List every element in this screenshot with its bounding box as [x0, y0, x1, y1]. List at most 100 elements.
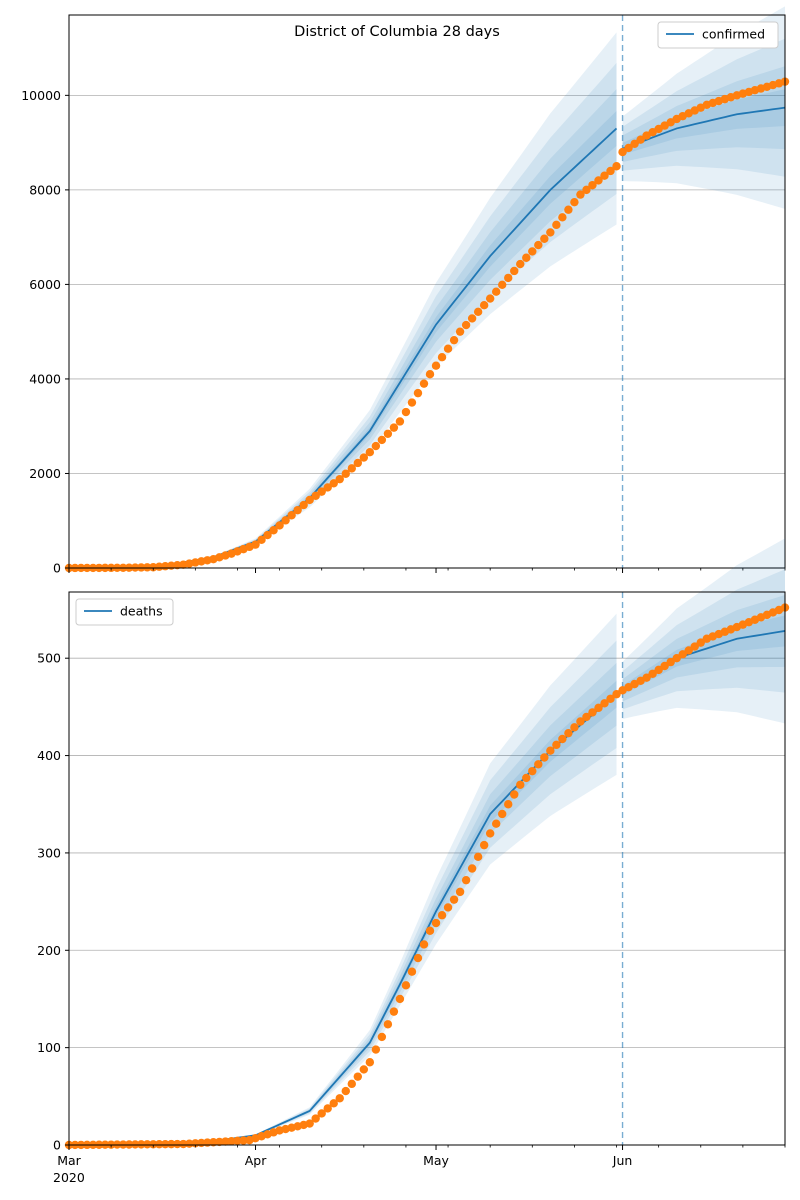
observed-point: [467, 314, 477, 323]
observed-point: [504, 800, 513, 809]
observed-point: [215, 1137, 224, 1147]
deaths-x-ticks: [68, 1145, 786, 1150]
x-axis-labels: Mar Apr May Jun 2020: [53, 1153, 632, 1185]
observed-point: [365, 448, 375, 457]
observed-point: [510, 266, 519, 276]
observed-point: [479, 840, 489, 850]
observed-point: [528, 247, 537, 256]
observed-point: [407, 967, 417, 976]
deaths-observed-points: [64, 603, 790, 1150]
x-tick-label: Jun: [612, 1153, 633, 1168]
observed-point: [353, 1072, 363, 1081]
figure-title: District of Columbia 28 days: [294, 24, 500, 40]
uncertainty-band: [69, 32, 617, 569]
observed-point: [461, 320, 471, 330]
observed-point: [155, 1140, 164, 1149]
observed-point: [594, 703, 603, 713]
y-tick-label: 300: [37, 845, 61, 860]
observed-point: [485, 294, 495, 303]
observed-point: [606, 694, 615, 703]
observed-point: [329, 479, 338, 488]
confirmed-panel: 0 2000 4000 6000 8000 10000 District of Colum…: [21, 6, 790, 576]
observed-point: [371, 441, 381, 451]
observed-point: [449, 895, 459, 904]
observed-point: [546, 746, 555, 755]
observed-point: [419, 940, 429, 949]
observed-point: [672, 654, 681, 663]
observed-point: [275, 521, 284, 530]
confirmed-observed-points: [64, 77, 790, 573]
observed-point: [558, 213, 567, 222]
observed-point: [227, 1136, 236, 1146]
observed-point: [606, 166, 615, 176]
observed-point: [425, 926, 435, 936]
observed-point: [311, 1114, 320, 1123]
observed-point: [359, 1065, 369, 1074]
deaths-uncertainty-bands: [69, 538, 785, 1145]
confirmed-y-ticks: 0 2000 4000 6000 8000 10000: [21, 88, 69, 576]
observed-point: [137, 563, 146, 572]
observed-point: [684, 646, 693, 655]
y-tick-label: 0: [53, 561, 61, 576]
observed-point: [594, 176, 603, 185]
deaths-axes-frame: [68, 591, 786, 1146]
deaths-y-ticks: 0 100 200 300 400 500: [37, 651, 69, 1153]
observed-point: [540, 234, 549, 243]
observed-point: [522, 253, 531, 262]
observed-point: [642, 673, 651, 682]
observed-point: [395, 417, 405, 426]
observed-point: [516, 259, 525, 269]
observed-point: [624, 143, 633, 153]
observed-point: [437, 911, 447, 920]
observed-point: [365, 1058, 375, 1067]
observed-point: [582, 185, 591, 195]
observed-point: [612, 690, 621, 699]
observed-point: [449, 335, 459, 345]
observed-point: [467, 864, 477, 873]
observed-point: [167, 1139, 176, 1149]
observed-point: [498, 809, 507, 819]
observed-point: [491, 287, 501, 296]
observed-point: [666, 657, 675, 667]
observed-point: [239, 1136, 248, 1145]
x-year-label: 2020: [53, 1170, 85, 1185]
observed-point: [347, 464, 356, 473]
observed-point: [383, 429, 393, 438]
y-tick-label: 6000: [29, 277, 61, 292]
observed-point: [600, 699, 609, 708]
observed-point: [504, 273, 513, 283]
observed-point: [510, 790, 519, 799]
observed-point: [130, 1140, 140, 1149]
observed-point: [552, 220, 561, 230]
observed-point: [347, 1079, 356, 1089]
observed-point: [660, 661, 669, 671]
model-median-line: [622, 106, 786, 150]
observed-point: [690, 642, 699, 651]
observed-point: [546, 228, 555, 237]
observed-point: [431, 361, 441, 370]
y-tick-label: 500: [37, 651, 61, 666]
observed-point: [528, 766, 537, 776]
x-tick-label: Apr: [245, 1153, 267, 1168]
y-tick-label: 0: [53, 1138, 61, 1153]
observed-point: [534, 760, 543, 769]
observed-point: [419, 379, 429, 388]
observed-point: [395, 994, 405, 1004]
y-tick-label: 10000: [21, 88, 61, 103]
observed-point: [485, 829, 495, 838]
y-tick-label: 400: [37, 748, 61, 763]
observed-point: [696, 638, 705, 647]
observed-point: [443, 344, 453, 353]
uncertainty-band: [622, 615, 785, 696]
uncertainty-band: [69, 613, 617, 1145]
observed-point: [311, 491, 320, 500]
observed-point: [323, 483, 332, 492]
observed-point: [564, 728, 573, 738]
x-tick-label: Mar: [57, 1153, 81, 1168]
observed-point: [233, 1136, 242, 1146]
observed-point: [413, 953, 423, 963]
observed-point: [329, 1099, 338, 1108]
observed-point: [221, 1137, 230, 1146]
confirmed-axes-frame: [68, 14, 786, 569]
observed-point: [173, 561, 182, 570]
